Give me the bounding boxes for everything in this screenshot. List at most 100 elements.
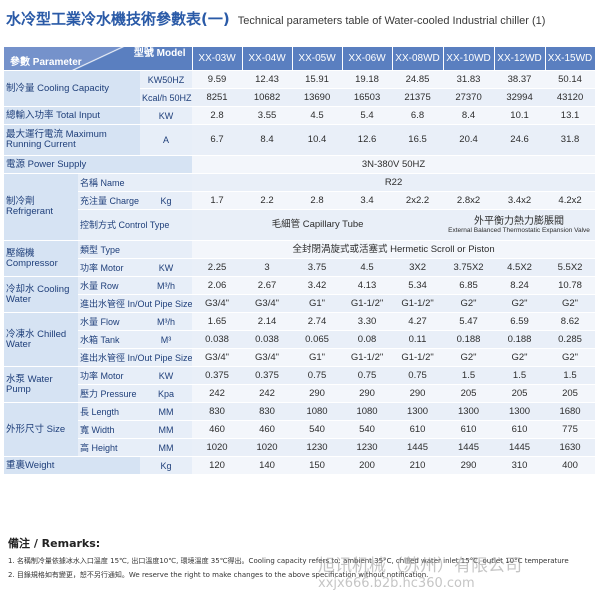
value-cell: G3/4" (192, 348, 243, 367)
value-cell: 1080 (292, 402, 343, 421)
unit-cell: Kg (140, 191, 193, 210)
value-cell: 2.8 (192, 106, 243, 125)
table-row: 冷凍水 Chilled Water 水量 Flow M³/h 1.65 2.14… (4, 312, 596, 367)
value-cell: 140 (242, 456, 293, 475)
value-cell: 3.55 (242, 106, 293, 125)
unit-cell: Kg (140, 456, 193, 475)
value-cell: 21375 (392, 88, 444, 107)
value-cell: 27370 (443, 88, 495, 107)
table-row: 寬 Width MM 460 460 540 540 610 610 610 7… (4, 420, 596, 439)
remarks-heading: 備注 / Remarks: (8, 537, 101, 550)
remark-note-1: 1. 名稱制冷量依據冰水入口溫度 15℃, 出口溫度10℃, 環境溫度 35℃得… (8, 557, 569, 565)
value-cell: 540 (342, 420, 393, 439)
value-cell: 3.75 (292, 258, 343, 277)
value-cell: 8.24 (494, 276, 546, 295)
value-cell: 2.67 (242, 276, 293, 295)
value-cell: 0.285 (545, 330, 596, 349)
value-cell: 1080 (342, 402, 393, 421)
value-cell: G3/4" (242, 348, 293, 367)
value-cell: 8.4 (242, 124, 293, 156)
value-cell: 1.5 (443, 366, 495, 385)
value-cell: 4.27 (392, 312, 444, 331)
value-cell: 8.4 (443, 106, 495, 125)
control-type-expansion-valve: 外平衡力熱力膨脹閥 External Balanced Thermostatic… (443, 209, 596, 241)
table-row: 高 Height MM 1020 1020 1230 1230 1445 144… (4, 438, 596, 457)
unit-cell: KW50HZ (140, 70, 193, 89)
refrigerant-name-value: R22 (192, 173, 596, 192)
value-cell: 6.85 (443, 276, 495, 295)
unit-cell: M³/h (140, 312, 193, 331)
value-cell: 610 (443, 420, 495, 439)
row-label-cooling-capacity: 制冷量 Cooling Capacity (4, 70, 140, 107)
value-cell: 0.188 (443, 330, 495, 349)
value-cell: G2" (443, 348, 495, 367)
value-cell: 12.6 (342, 124, 393, 156)
table-row: Kcal/h 50HZ 8251 10682 13690 16503 21375… (4, 88, 596, 107)
header-model-label: 型號 Model (133, 48, 186, 59)
value-cell: 1.7 (192, 191, 243, 210)
unit-cell: KW (140, 258, 193, 277)
sub-label: 水量 Flow (78, 312, 140, 331)
value-cell: 2.74 (292, 312, 343, 331)
value-cell: 2x2.2 (392, 191, 444, 210)
value-cell: 1300 (392, 402, 444, 421)
value-cell: 16.5 (392, 124, 444, 156)
sub-label: 長 Length (78, 402, 140, 421)
table-row: 外形尺寸 Size 長 Length MM 830 830 1080 1080 … (4, 402, 596, 457)
title-zh: 水冷型工業冷水機技術參數表(一) (6, 10, 230, 28)
unit-cell: Kcal/h 50HZ (140, 88, 193, 107)
value-cell: 290 (292, 384, 343, 403)
table-row: 制冷劑 Refrigerant 名稱 Name R22 (4, 173, 596, 241)
sub-label: 名稱 Name (78, 173, 193, 192)
value-cell: 0.038 (242, 330, 293, 349)
sub-label: 壓力 Pressure (78, 384, 140, 403)
value-cell: 242 (192, 384, 243, 403)
value-cell: 2.8 (292, 191, 343, 210)
value-cell: G2" (545, 348, 596, 367)
value-cell: 0.75 (292, 366, 343, 385)
value-cell: 24.6 (494, 124, 546, 156)
value-cell: 1445 (494, 438, 546, 457)
table-row: 進出水管徑 In/Out Pipe Size G3/4" G3/4" G1" G… (4, 294, 596, 313)
value-cell: 0.188 (494, 330, 546, 349)
value-cell: 1630 (545, 438, 596, 457)
power-supply-value: 3N-380V 50HZ (192, 155, 596, 174)
table-row: 總輸入功率 Total Input KW 2.8 3.55 4.5 5.4 6.… (4, 106, 596, 125)
model-header: XX-04W (242, 47, 293, 71)
row-label-total-input: 總輸入功率 Total Input (4, 106, 140, 125)
value-cell: 775 (545, 420, 596, 439)
value-cell: 0.038 (192, 330, 243, 349)
unit-cell: MM (140, 402, 193, 421)
value-cell: 150 (292, 456, 343, 475)
value-cell: 460 (242, 420, 293, 439)
value-cell: 200 (342, 456, 393, 475)
value-cell: 310 (494, 456, 546, 475)
value-cell: 1445 (443, 438, 495, 457)
value-cell: 830 (242, 402, 293, 421)
value-cell: 10.4 (292, 124, 343, 156)
value-cell: 0.75 (342, 366, 393, 385)
value-cell: 4.5 (342, 258, 393, 277)
value-cell: 5.47 (443, 312, 495, 331)
spec-table: 參數 Parameter 型號 Model XX-03W XX-04W XX-0… (4, 47, 596, 475)
sub-label: 水箱 Tank (78, 330, 140, 349)
table-row: 壓力 Pressure Kpa 242 242 290 290 290 205 … (4, 384, 596, 403)
model-header: XX-15WD (545, 47, 596, 71)
unit-cell: KW (140, 106, 193, 125)
table-row: 進出水管徑 In/Out Pipe Size G3/4" G3/4" G1" G… (4, 348, 596, 367)
value-cell: 3.42 (292, 276, 343, 295)
value-cell: G3/4" (242, 294, 293, 313)
value-cell: 1445 (392, 438, 444, 457)
sub-label: 控制方式 Control Type (78, 209, 193, 241)
table-row: 最大運行電流 Maximum Running Current A 6.7 8.4… (4, 124, 596, 156)
value-cell: 0.375 (192, 366, 243, 385)
value-cell: 2.14 (242, 312, 293, 331)
value-cell: 15.91 (292, 70, 343, 89)
compressor-type-value: 全封閉渦旋式或活塞式 Hermetic Scroll or Piston (192, 240, 596, 259)
value-cell: G2" (545, 294, 596, 313)
value-cell: 1230 (342, 438, 393, 457)
value-cell: 20.4 (443, 124, 495, 156)
value-cell: 5.34 (392, 276, 444, 295)
page-title: 水冷型工業冷水機技術參數表(一) Technical parameters tab… (6, 8, 545, 29)
value-cell: 1.5 (494, 366, 546, 385)
